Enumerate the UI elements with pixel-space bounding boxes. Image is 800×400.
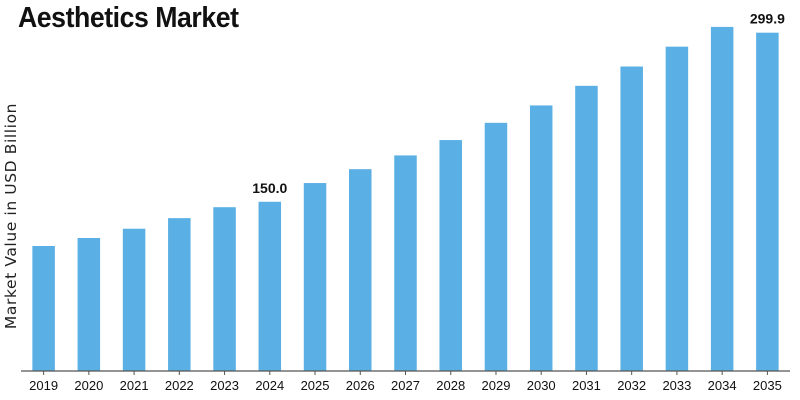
- x-tick-label-2031: 2031: [572, 378, 601, 393]
- bar-2035: [756, 32, 779, 372]
- x-tick-label-2028: 2028: [436, 378, 465, 393]
- bar-2023: [213, 207, 236, 371]
- data-label-2035: 299.9: [750, 11, 785, 27]
- bars-group: [32, 26, 779, 372]
- bar-2024: [258, 201, 282, 371]
- bar-2021: [122, 228, 146, 371]
- bar-2031: [575, 85, 598, 371]
- bar-2026: [349, 169, 372, 371]
- x-tick-label-2027: 2027: [391, 378, 420, 393]
- bar-2032: [620, 66, 643, 372]
- x-tick-label-2032: 2032: [617, 378, 646, 393]
- x-tick-label-2019: 2019: [29, 378, 58, 393]
- bar-2020: [77, 237, 101, 371]
- bar-2019: [32, 246, 55, 371]
- y-axis-label: Market Value in USD Billion: [2, 103, 20, 329]
- bar-2025: [303, 183, 327, 371]
- bar-2030: [529, 105, 553, 371]
- chart-title: Aesthetics Market: [18, 2, 239, 34]
- bar-2028: [439, 140, 462, 371]
- x-tick-label-2021: 2021: [120, 378, 149, 393]
- x-axis-ticks: 2019 2020 2021 2022 2023 2024 2025 2026 2027 2028…: [29, 371, 782, 393]
- bar-2029: [484, 122, 508, 371]
- data-label-2024: 150.0: [252, 180, 287, 196]
- x-tick-label-2023: 2023: [210, 378, 239, 393]
- data-labels: 150.0 299.9: [252, 11, 785, 196]
- x-tick-label-2020: 2020: [74, 378, 103, 393]
- bar-2034: [710, 26, 734, 371]
- x-tick-label-2025: 2025: [301, 378, 330, 393]
- x-tick-label-2022: 2022: [165, 378, 194, 393]
- x-tick-label-2033: 2033: [662, 378, 691, 393]
- x-tick-label-2035: 2035: [753, 378, 782, 393]
- bar-2027: [394, 155, 417, 371]
- x-tick-label-2034: 2034: [708, 378, 737, 393]
- bar-2022: [168, 218, 191, 371]
- x-tick-label-2024: 2024: [255, 378, 284, 393]
- bar-2033: [665, 46, 689, 371]
- x-tick-label-2026: 2026: [346, 378, 375, 393]
- x-tick-label-2030: 2030: [527, 378, 556, 393]
- x-tick-label-2029: 2029: [482, 378, 511, 393]
